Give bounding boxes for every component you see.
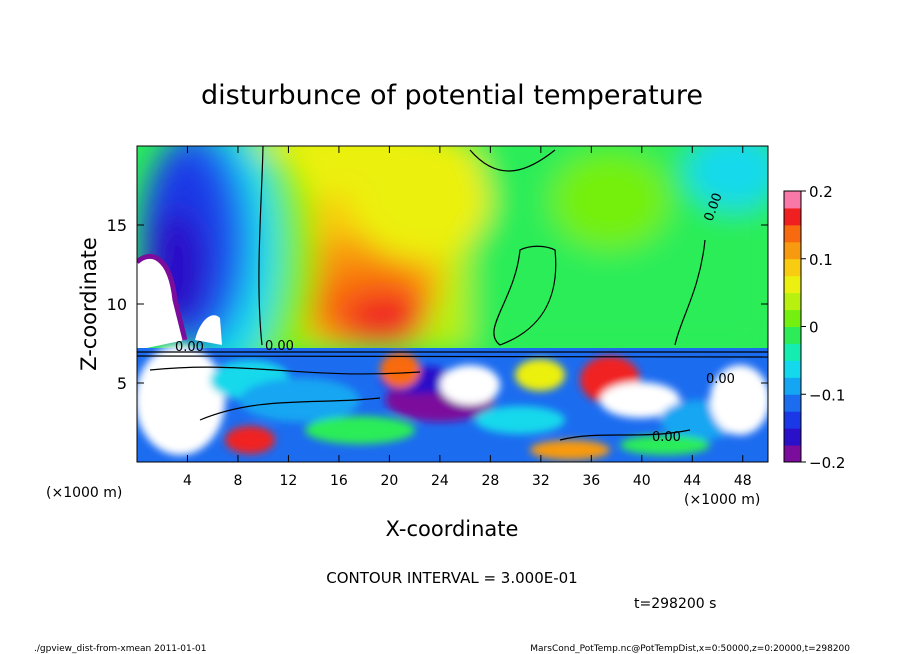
- colorbar-tick-label: 0.1: [809, 251, 833, 269]
- y-tick-label: 5: [117, 374, 127, 393]
- colorbar-swatch: [784, 377, 801, 395]
- colorbar-swatch: [784, 224, 801, 243]
- colorbar-swatch: [784, 343, 801, 361]
- x-tick-label: 32: [532, 473, 550, 489]
- colorbar-swatch: [784, 309, 801, 327]
- x-tick-label: 36: [582, 473, 600, 489]
- colorbar-swatch: [784, 326, 801, 344]
- colorbar-tick-label: −0.1: [809, 386, 845, 404]
- x-tick-label: 28: [481, 473, 499, 489]
- colorbar-swatch: [784, 191, 801, 209]
- x-tick-label: 40: [633, 473, 651, 489]
- x-tick-label: 8: [233, 473, 242, 489]
- footer-script-name: ./gpview_dist-from-xmean 2011-01-01: [34, 644, 206, 654]
- contour-label: 0.00: [706, 372, 735, 387]
- colorbar-swatch: [784, 241, 801, 260]
- contour-label: 0.00: [175, 340, 204, 355]
- y-tick-label: 10: [107, 295, 127, 314]
- x-tick-label: 16: [330, 473, 348, 489]
- colorbar-swatch: [784, 411, 801, 429]
- footer-file-info: MarsCond_PotTemp.nc@PotTempDist,x=0:5000…: [530, 644, 850, 654]
- contour-label: 0.00: [265, 339, 294, 354]
- y-axis: 5 10 15: [107, 216, 768, 393]
- colorbar-swatch: [784, 258, 801, 277]
- contour-interval-text: CONTOUR INTERVAL = 3.000E-01: [326, 569, 577, 587]
- x-tick-label: 20: [380, 473, 398, 489]
- y-axis-label: Z-coordinate: [77, 237, 101, 371]
- colorbar-tick-label: 0: [809, 319, 819, 337]
- x-tick-label: 48: [734, 473, 752, 489]
- colorbar-tick-label: −0.2: [809, 454, 845, 472]
- colorbar-tick-label: 0.2: [809, 183, 833, 201]
- colorbar-swatch: [784, 275, 801, 294]
- y-tick-label: 15: [107, 216, 127, 235]
- x-tick-label: 24: [431, 473, 449, 489]
- colorbar-swatch: [784, 292, 801, 311]
- x-tick-label: 4: [183, 473, 192, 489]
- chart-title: disturbunce of potential temperature: [201, 80, 703, 111]
- colorbar-swatch: [784, 394, 801, 412]
- time-text: t=298200 s: [634, 596, 716, 612]
- x-axis-label: X-coordinate: [386, 517, 519, 541]
- contour-label: 0.00: [652, 430, 681, 445]
- x-axis-unit-left: (×1000 m): [46, 485, 122, 501]
- colorbar-swatch: [784, 445, 801, 463]
- colorbar: 0.2 0.1 0 −0.1 −0.2: [783, 183, 845, 472]
- x-axis: 4 8 12 16 20 24 28 32 36 40 44 48: [183, 146, 752, 489]
- colorbar-swatch: [784, 207, 801, 226]
- x-tick-label: 44: [683, 473, 701, 489]
- x-tick-label: 12: [280, 473, 298, 489]
- plot-area: 0.00 0.00 0.00 0.00 0.00: [136, 145, 769, 463]
- colorbar-swatch: [784, 428, 801, 446]
- x-axis-unit-right: (×1000 m): [684, 492, 760, 508]
- colorbar-swatch: [784, 360, 801, 378]
